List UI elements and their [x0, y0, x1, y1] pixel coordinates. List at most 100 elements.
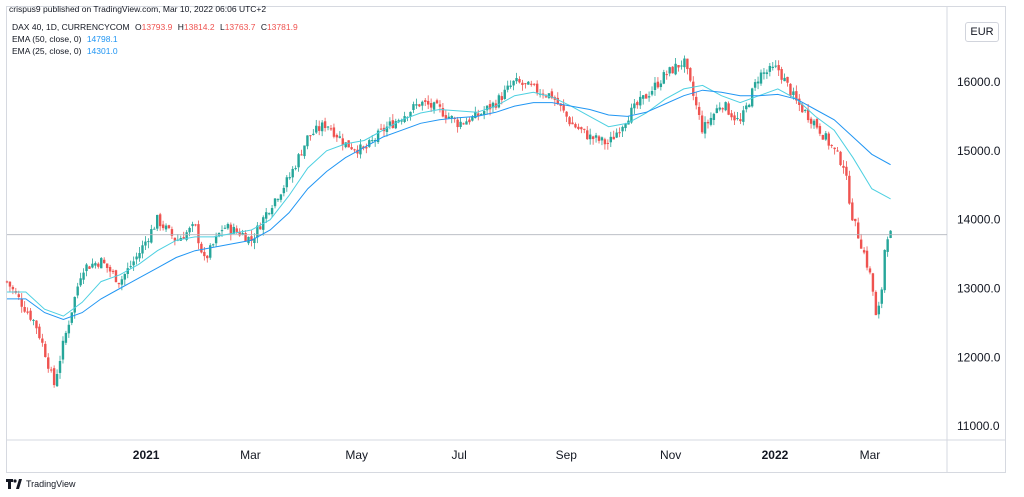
candle-body [232, 226, 235, 234]
footer-logo[interactable]: TradingView [6, 479, 76, 489]
candle-body [173, 237, 177, 241]
candle-body [750, 88, 754, 107]
candle-body [848, 175, 851, 204]
candle-body [459, 121, 462, 127]
candle-body [335, 134, 339, 138]
candle-body [153, 228, 156, 230]
candle-body [512, 80, 515, 86]
candle-body [547, 93, 551, 98]
candle-body [67, 324, 71, 334]
candle-body [20, 298, 23, 307]
candle-body [662, 72, 666, 84]
candle-body [821, 134, 825, 140]
candle-body [491, 102, 495, 108]
candle-body [373, 140, 377, 142]
y-tick-label: 15000.0 [957, 144, 1001, 158]
candle-body [371, 140, 374, 142]
candle-body [556, 97, 559, 105]
candle-body [683, 58, 686, 68]
candle-body [253, 238, 256, 244]
chart-frame [6, 6, 1006, 473]
ema-25-line [7, 84, 891, 317]
candle-body [836, 150, 839, 152]
candle-body [241, 232, 244, 235]
candle-body [535, 83, 539, 93]
candle-body [712, 113, 716, 120]
candle-body [786, 76, 789, 83]
candle-body [583, 128, 586, 130]
candle-body [264, 212, 268, 219]
legend-ema25-row[interactable]: EMA (25, close, 0) 14301.0 [12, 46, 118, 57]
candle-body [412, 104, 415, 111]
candle-body [624, 123, 627, 129]
candle-body [871, 273, 875, 292]
candle-body [270, 208, 274, 215]
candle-body [76, 286, 79, 296]
candle-body [250, 236, 253, 241]
candle-body [306, 135, 309, 147]
candle-body [603, 139, 607, 145]
candle-body [783, 77, 786, 82]
candle-body [633, 103, 636, 109]
candle-body [612, 136, 615, 140]
candle-body [485, 105, 489, 111]
candles-layer [5, 55, 892, 388]
candle-body [300, 154, 303, 156]
candle-body [441, 107, 445, 117]
candle-body [141, 245, 144, 254]
candle-body [474, 111, 477, 119]
candle-body [765, 72, 769, 75]
candle-body [482, 111, 486, 115]
candle-body [665, 74, 668, 76]
candle-body [102, 259, 106, 264]
candle-body [23, 307, 26, 312]
candle-body [332, 127, 336, 137]
candle-body [138, 253, 141, 259]
candle-body [400, 120, 403, 122]
candle-body [206, 255, 209, 259]
candle-body [827, 133, 830, 146]
candle-body [438, 104, 442, 107]
candle-body [809, 118, 813, 124]
candle-body [55, 374, 59, 387]
currency-badge[interactable]: EUR [965, 22, 999, 42]
candle-body [851, 202, 854, 221]
candle-body [85, 264, 88, 272]
candle-body [527, 81, 530, 85]
candle-body [158, 214, 162, 227]
y-tick-label: 14000.0 [957, 213, 1001, 227]
candle-body [506, 85, 509, 90]
candle-body [839, 151, 842, 165]
candle-body [677, 65, 680, 68]
x-axis-ticks: 2021 Mar May Jul Sep Nov 2022 Mar [133, 448, 880, 462]
candle-body [565, 111, 568, 117]
candle-body [235, 228, 238, 232]
candle-body [621, 126, 624, 132]
candle-body [756, 81, 760, 84]
candle-body [108, 266, 112, 272]
tradingview-logo-icon [6, 479, 22, 489]
candle-body [692, 81, 695, 96]
candle-body [312, 133, 315, 135]
candle-body [647, 96, 651, 98]
candle-body [135, 256, 138, 260]
candle-body [447, 116, 450, 119]
candle-body [285, 177, 289, 188]
candle-body [659, 83, 663, 88]
candle-body [35, 320, 38, 329]
legend-ema50-row[interactable]: EMA (50, close, 0) 14798.1 [12, 34, 118, 45]
candle-body [424, 100, 427, 102]
candle-body [73, 296, 76, 313]
candle-body [883, 249, 886, 291]
x-tick-label: Mar [860, 448, 881, 462]
candle-body [724, 102, 727, 111]
candle-body [226, 224, 230, 229]
candle-body [435, 100, 439, 104]
candle-body [415, 104, 418, 106]
candle-body [597, 136, 601, 141]
candle-body [700, 115, 704, 133]
candle-body [456, 119, 459, 128]
candle-body [636, 102, 639, 106]
candle-body [182, 237, 185, 239]
